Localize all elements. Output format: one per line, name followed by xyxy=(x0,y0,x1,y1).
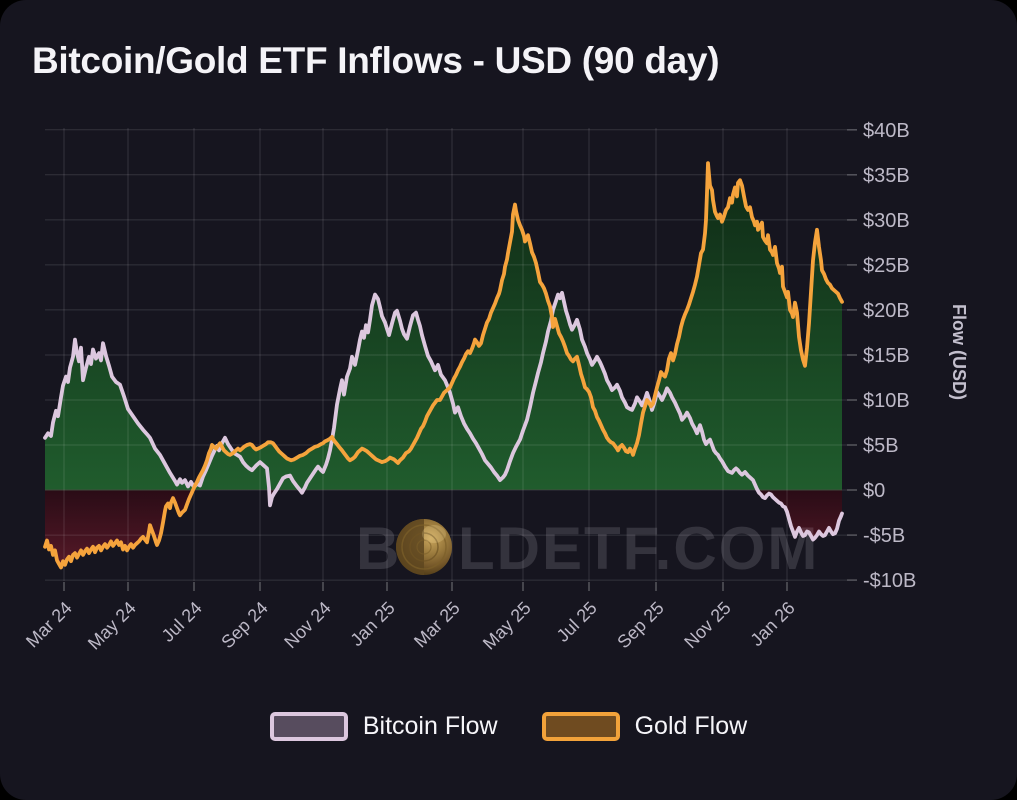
bitcoin-line xyxy=(43,290,844,542)
y-tick-label: $40B xyxy=(863,120,910,142)
x-tick-label: Sep 25 xyxy=(613,598,667,652)
x-tick-label: Mar 25 xyxy=(410,598,464,652)
watermark: B LDETF.COM xyxy=(356,515,819,582)
x-tick-label: Jan 26 xyxy=(746,598,798,650)
legend-label-bitcoin: Bitcoin Flow xyxy=(362,712,498,740)
y-tick-label: $30B xyxy=(863,210,910,232)
y-tick-label: $10B xyxy=(863,390,910,412)
y-tick-label: $5B xyxy=(863,435,899,457)
x-tick-label: Nov 25 xyxy=(680,598,734,652)
y-tick-label: -$10B xyxy=(863,570,916,592)
x-tick-label: Jan 25 xyxy=(346,598,398,650)
legend-item-gold[interactable]: Gold Flow xyxy=(541,712,748,741)
bitcoin-swatch xyxy=(269,712,348,741)
x-tick-label: May 24 xyxy=(84,598,140,654)
legend-item-bitcoin[interactable]: Bitcoin Flow xyxy=(269,712,498,741)
page-title: Bitcoin/Gold ETF Inflows - USD (90 day) xyxy=(32,40,720,81)
x-tick-label: May 25 xyxy=(479,598,535,654)
gold-line xyxy=(43,161,844,570)
x-tick-label: Jul 25 xyxy=(553,598,601,646)
y-tick-label: $0 xyxy=(863,480,885,502)
gold-coin-icon xyxy=(396,519,452,575)
y-tick-label: $20B xyxy=(863,300,910,322)
gold-swatch xyxy=(541,712,620,741)
y-tick-label: $15B xyxy=(863,345,910,367)
x-tick-label: Sep 24 xyxy=(217,598,271,652)
legend: Bitcoin Flow Gold Flow xyxy=(0,712,1017,741)
legend-label-gold: Gold Flow xyxy=(634,712,748,740)
x-tick-label: Jul 24 xyxy=(158,598,206,646)
y-tick-label: $25B xyxy=(863,255,910,277)
watermark-text-left: B xyxy=(356,515,401,582)
x-tick-label: Mar 24 xyxy=(22,598,76,652)
flows-chart: B LDETF.COM $40B $35B $30B $25B $20B $15B $10B… xyxy=(22,120,969,654)
series-lines xyxy=(43,161,844,570)
y-tick-label: -$5B xyxy=(863,525,905,547)
watermark-text-right: LDETF.COM xyxy=(458,515,819,582)
x-tick-label: Nov 24 xyxy=(280,598,334,652)
y-axis-title: Flow (USD) xyxy=(949,304,969,400)
grid xyxy=(45,128,857,591)
y-tick-label: $35B xyxy=(863,165,910,187)
